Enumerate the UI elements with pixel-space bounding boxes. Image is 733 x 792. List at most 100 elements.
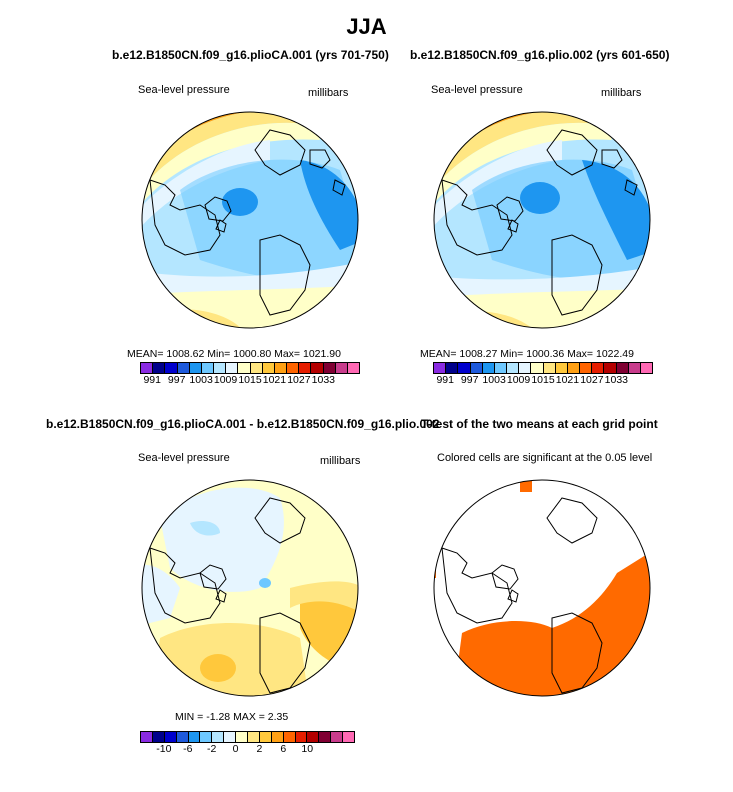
colorbar-tick-label: -10 [156, 743, 172, 755]
panel1-title: b.e12.B1850CN.f09_g16.plioCA.001 (yrs 70… [112, 48, 389, 62]
map1-coast-4 [204, 196, 232, 233]
colorbar-tick-label: -6 [183, 743, 193, 755]
colorbar-tick-label: 1033 [604, 374, 629, 386]
colorbar-tick-label: 991 [436, 374, 454, 386]
map1-pale-yellow [142, 122, 320, 220]
panel2-title: b.e12.B1850CN.f09_g16.plio.002 (yrs 601-… [410, 48, 670, 62]
colorbar-swatch [212, 732, 225, 742]
panel1-map [141, 111, 359, 329]
colorbar-tick-label: 10 [301, 743, 314, 755]
panel3-map [141, 479, 359, 697]
colorbar-swatch [224, 732, 237, 742]
colorbar-swatch [250, 363, 263, 373]
colorbar-swatch [164, 732, 177, 742]
colorbar-swatch [274, 363, 288, 373]
colorbar-tick-label: 997 [460, 374, 479, 386]
colorbar-swatch [482, 363, 495, 373]
map3-border [141, 479, 359, 697]
panel2-map [433, 111, 651, 329]
map2-coast-5 [601, 149, 638, 196]
map3-south-orange [200, 654, 236, 682]
colorbar-swatch [628, 363, 641, 373]
colorbar-swatch [271, 732, 284, 742]
panel1-right-label: millibars [308, 87, 349, 99]
colorbar-swatch [141, 363, 154, 373]
map3-east-yellow [290, 581, 358, 618]
colorbar-swatch [201, 363, 215, 373]
colorbar-swatch [177, 363, 190, 373]
colorbar-swatch [458, 363, 471, 373]
panel3-left-label: Sea-level pressure [138, 452, 230, 464]
map1-south-yellow [142, 285, 358, 328]
colorbar-swatch [434, 363, 447, 373]
colorbar-swatch [507, 363, 520, 373]
map2-south-yellow [434, 288, 650, 328]
colorbar-swatch [470, 363, 483, 373]
colorbar-swatch [248, 732, 260, 742]
colorbar-swatch [335, 363, 348, 373]
panel2-colorbar-swatches [433, 362, 653, 374]
colorbar-tick-label: 1009 [213, 374, 238, 386]
map2-pale-yellow [434, 122, 612, 220]
colorbar-swatch [604, 363, 617, 373]
colorbar-tick-label: 1021 [555, 374, 580, 386]
colorbar-swatch [311, 363, 324, 373]
panel2-colorbar-ticks: 991 997 1003 1009 1015 1021 1027 1033 [433, 374, 653, 388]
map3-blue-patch [190, 521, 220, 536]
map1-coast-3 [259, 234, 311, 316]
colorbar-tick-label: 1003 [189, 374, 213, 386]
colorbar-swatch [200, 732, 213, 742]
panel3-colorbar-swatches [140, 731, 355, 743]
colorbar-swatch [262, 363, 275, 373]
colorbar-swatch [287, 363, 300, 373]
colorbar-swatch [153, 363, 166, 373]
map1-border [141, 111, 359, 329]
colorbar-tick-label: 1033 [311, 374, 336, 386]
map3-coast-3 [259, 612, 311, 694]
panel3-stats: MIN = -1.28 MAX = 2.35 [175, 711, 289, 723]
colorbar-tick-label: 1009 [506, 374, 531, 386]
map1-coast-5 [309, 149, 346, 196]
colorbar-swatch [259, 732, 272, 742]
panel3-title: b.e12.B1850CN.f09_g16.plioCA.001 - b.e12… [46, 417, 440, 431]
colorbar-swatch [494, 363, 508, 373]
map3-coast-4 [199, 564, 227, 603]
panel2-left-label: Sea-level pressure [431, 84, 523, 96]
colorbar-swatch [519, 363, 532, 373]
colorbar-swatch [299, 363, 312, 373]
map1-center-low [222, 188, 258, 216]
map2-light-band [434, 140, 562, 240]
panel3-colorbar-ticks: -10 -6 -2 0 2 6 10 [140, 743, 355, 757]
map2-center-low [520, 182, 560, 214]
panel2-right-label: millibars [601, 87, 642, 99]
colorbar-swatch [152, 732, 165, 742]
colorbar-swatch [543, 363, 556, 373]
panel2-stats: MEAN= 1008.27 Min= 1000.36 Max= 1022.49 [420, 348, 634, 360]
colorbar-swatch [567, 363, 581, 373]
map2-coast-3 [551, 234, 603, 316]
colorbar-tick-label: 0 [232, 743, 239, 755]
colorbar-tick-label: 997 [167, 374, 186, 386]
panel1-colorbar-swatches [140, 362, 360, 374]
panel3-right-label: millibars [320, 455, 361, 467]
colorbar-swatch [165, 363, 178, 373]
colorbar-swatch [226, 363, 239, 373]
colorbar-swatch [580, 363, 593, 373]
colorbar-tick-label: 2 [256, 743, 263, 755]
colorbar-tick-label: -2 [206, 743, 217, 755]
colorbar-swatch [189, 363, 202, 373]
map1-east-blue [300, 160, 358, 250]
map1-light-band [142, 140, 270, 240]
panel1-left-label: Sea-level pressure [138, 84, 230, 96]
map3-light-blue-north [160, 487, 284, 592]
map2-coast-2 [546, 129, 598, 176]
colorbar-tick-label: 1027 [287, 374, 311, 386]
colorbar-tick-label: 1027 [580, 374, 604, 386]
map4-sig-north [520, 480, 532, 492]
map4-coast-2 [546, 497, 598, 544]
colorbar-tick-label: 6 [280, 743, 287, 755]
panel1-stats: MEAN= 1008.62 Min= 1000.80 Max= 1021.90 [127, 348, 341, 360]
colorbar-swatch [343, 732, 355, 742]
map2-border [433, 111, 651, 329]
panel4-map [433, 479, 651, 697]
